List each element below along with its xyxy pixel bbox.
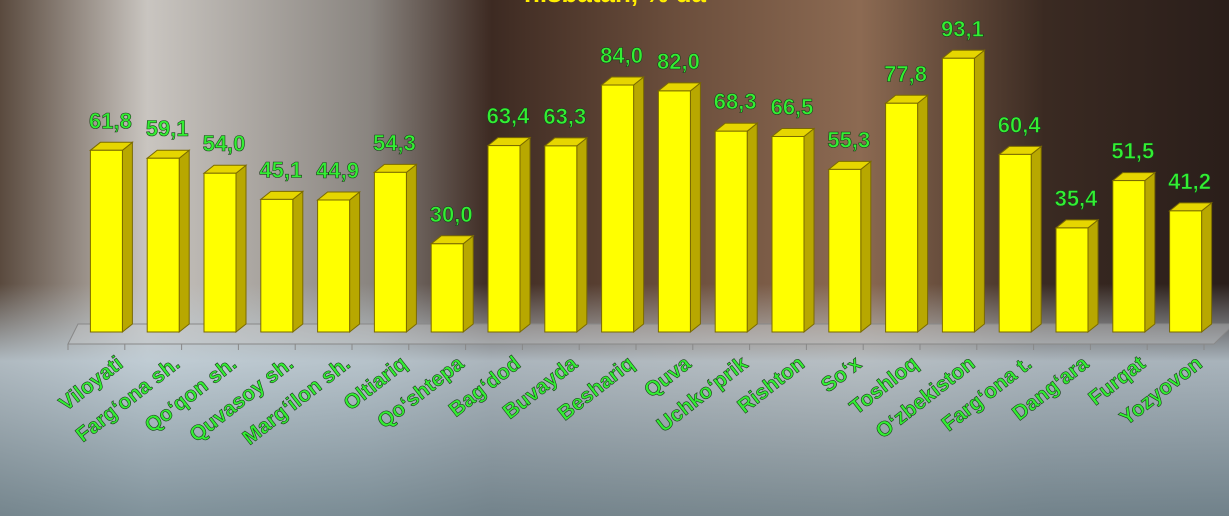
bar [997, 145, 1043, 334]
bar [372, 163, 418, 334]
bar [656, 81, 702, 334]
bar-front [317, 199, 351, 333]
bar-side [292, 190, 304, 334]
bar [1054, 218, 1100, 334]
bar-side [803, 127, 815, 334]
value-label: 54,0 [203, 131, 246, 156]
bar-front [1169, 210, 1203, 333]
bar-side [519, 136, 531, 334]
bar-front [203, 172, 237, 333]
value-label: 68,3 [714, 89, 757, 114]
bar-side [860, 160, 872, 334]
value-label: 55,3 [827, 127, 870, 152]
bar [429, 234, 475, 334]
bar-front [1055, 227, 1089, 333]
bar-front [146, 157, 180, 333]
bar-front [714, 130, 748, 333]
bar-front [1112, 180, 1146, 333]
bar-side [1030, 145, 1042, 334]
bar [884, 94, 930, 334]
bar [1111, 171, 1157, 334]
chart-title: nisbatan, % da [524, 0, 707, 8]
bar [1168, 201, 1214, 334]
bar-front [771, 135, 805, 333]
bar [259, 190, 305, 334]
bar-front [430, 243, 464, 333]
value-label: 66,5 [771, 94, 814, 119]
bar-front [373, 171, 407, 333]
floor [67, 323, 1229, 345]
value-label: 60,4 [998, 112, 1042, 137]
bar [88, 141, 134, 334]
value-label: 63,3 [543, 104, 586, 129]
bar-side [1087, 218, 1099, 334]
bar [486, 136, 532, 334]
bar-front [544, 145, 578, 333]
value-label: 77,8 [884, 61, 927, 86]
value-label: 59,1 [146, 116, 189, 141]
bar-front [487, 145, 521, 333]
value-label: 93,1 [941, 16, 984, 41]
value-label: 51,5 [1111, 139, 1154, 164]
bar-side [973, 49, 985, 334]
bar-front [941, 57, 975, 333]
bar-front [89, 149, 123, 333]
bar [827, 160, 873, 334]
value-label: 44,9 [316, 158, 359, 183]
bar-front [657, 90, 691, 333]
bar [202, 164, 248, 334]
bar-side [178, 149, 190, 334]
value-label: 61,8 [89, 108, 132, 133]
bar-front [885, 102, 919, 333]
value-label: 41,2 [1168, 169, 1211, 194]
bar [600, 75, 646, 334]
bar-side [349, 190, 361, 334]
value-label: 84,0 [600, 43, 643, 68]
bar-side [1144, 171, 1156, 334]
bar-side [121, 141, 133, 334]
bar [316, 190, 362, 334]
bar-side [235, 164, 247, 334]
value-label: 63,4 [487, 104, 531, 129]
bar [940, 49, 986, 334]
bar [713, 122, 759, 334]
bar-side [689, 81, 701, 334]
bar-front [601, 84, 635, 333]
bar-side [746, 122, 758, 334]
bar-front [828, 168, 862, 333]
bar [543, 136, 589, 334]
value-label: 30,0 [430, 202, 473, 227]
bar [145, 149, 191, 334]
bar [770, 127, 816, 334]
bar-side [462, 234, 474, 334]
value-label: 54,3 [373, 130, 416, 155]
bar-side [1201, 201, 1213, 334]
bar-front [260, 198, 294, 333]
value-label: 82,0 [657, 49, 700, 74]
bar-side [633, 75, 645, 334]
bar-side [576, 136, 588, 334]
bar-side [917, 94, 929, 334]
bar-side [405, 163, 417, 334]
value-label: 45,1 [259, 157, 302, 182]
value-label: 35,4 [1055, 186, 1099, 211]
bar-front [998, 153, 1032, 333]
